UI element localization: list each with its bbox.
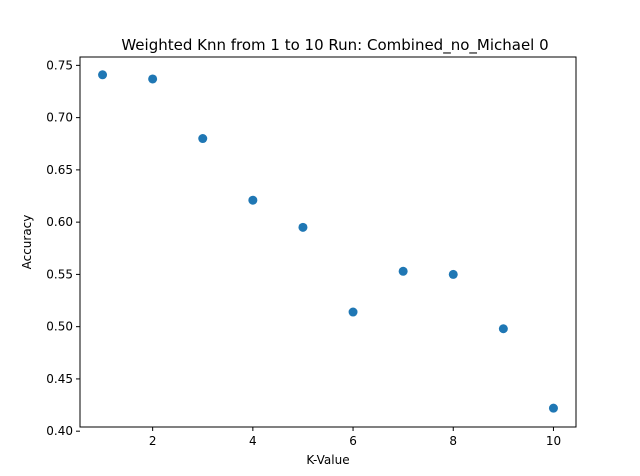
plot-frame bbox=[79, 56, 577, 428]
data-point-k5 bbox=[298, 222, 308, 232]
y-tick-label: 0.45 bbox=[46, 372, 73, 386]
chart-title: Weighted Knn from 1 to 10 Run: Combined_… bbox=[121, 36, 548, 55]
data-point-k9 bbox=[498, 324, 508, 334]
data-point-k1 bbox=[98, 70, 108, 80]
x-axis-label: K-Value bbox=[306, 453, 349, 467]
y-tick-label: 0.60 bbox=[46, 215, 73, 229]
y-tick-label: 0.70 bbox=[46, 111, 73, 125]
data-point-k2 bbox=[148, 74, 158, 84]
x-tick-label: 10 bbox=[546, 434, 561, 448]
data-point-k3 bbox=[198, 134, 208, 144]
y-tick-label: 0.75 bbox=[46, 58, 73, 72]
y-tick-label: 0.55 bbox=[46, 267, 73, 281]
plot-area bbox=[98, 70, 558, 413]
y-tick-label: 0.40 bbox=[46, 424, 73, 438]
data-point-k6 bbox=[348, 307, 358, 317]
y-axis-label: Accuracy bbox=[20, 215, 34, 270]
y-tick-label: 0.50 bbox=[46, 320, 73, 334]
x-axis: 2 4 6 8 10 bbox=[149, 427, 561, 448]
x-tick-label: 2 bbox=[149, 434, 157, 448]
x-tick-label: 8 bbox=[449, 434, 457, 448]
data-point-k8 bbox=[448, 269, 458, 279]
x-tick-label: 6 bbox=[349, 434, 357, 448]
data-point-k4 bbox=[248, 195, 258, 205]
data-point-k7 bbox=[398, 266, 408, 276]
y-axis: 0.40 0.45 0.50 0.55 0.60 0.65 0.70 0.75 bbox=[46, 58, 80, 438]
data-point-k10 bbox=[548, 403, 558, 413]
x-tick-label: 4 bbox=[249, 434, 257, 448]
y-tick-label: 0.65 bbox=[46, 163, 73, 177]
